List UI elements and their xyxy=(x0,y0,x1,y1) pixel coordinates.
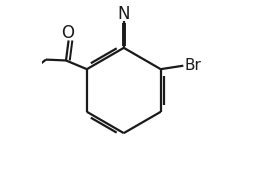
Text: N: N xyxy=(118,5,130,23)
Text: O: O xyxy=(61,25,74,42)
Text: Br: Br xyxy=(185,58,201,73)
